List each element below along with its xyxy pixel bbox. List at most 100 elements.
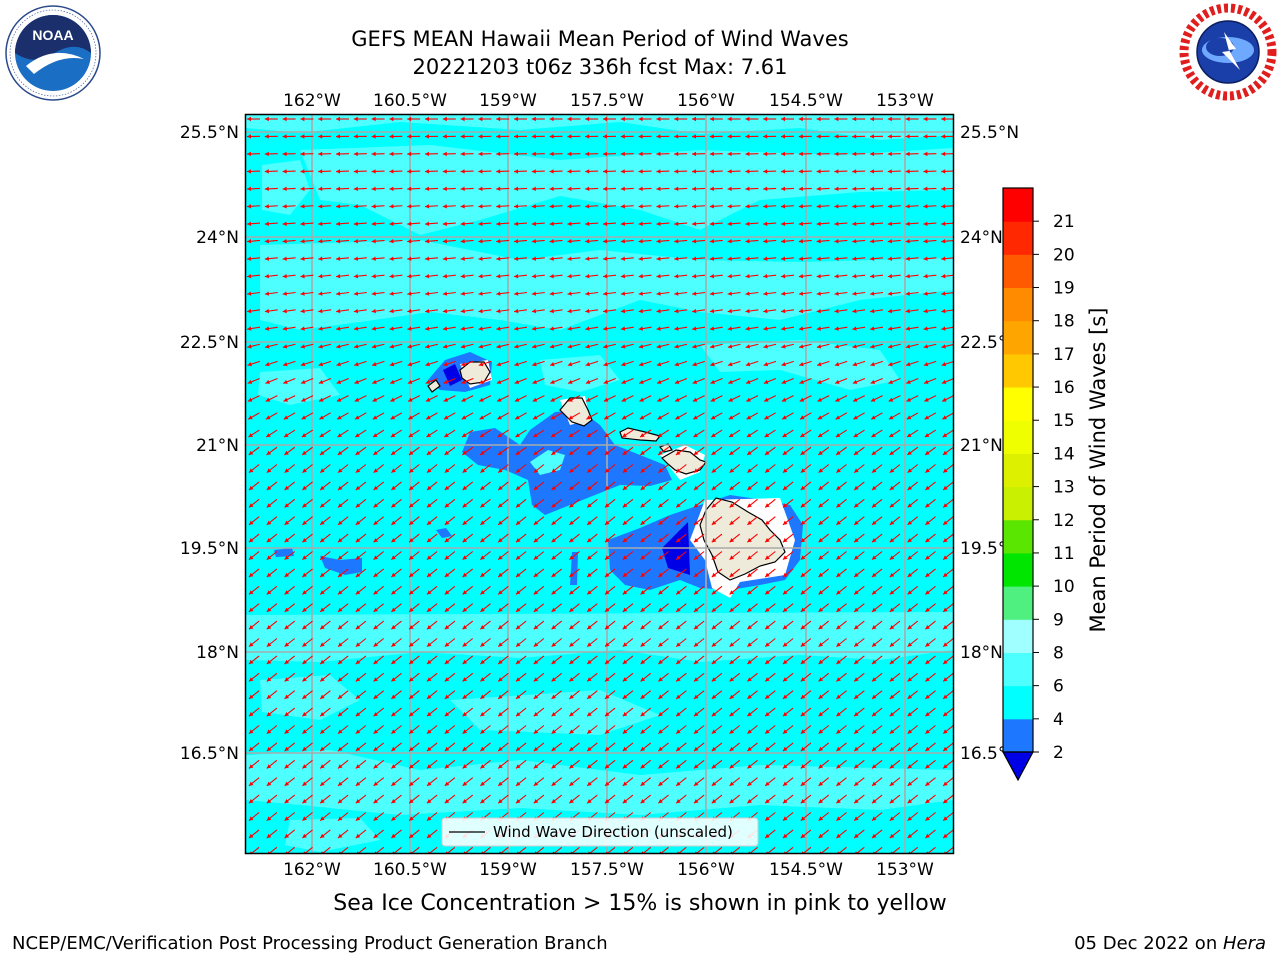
wave-direction-arrowhead xyxy=(389,134,394,139)
wave-direction-arrowhead xyxy=(889,642,895,647)
wave-direction-arrowhead xyxy=(620,169,625,174)
wave-direction-arrowhead xyxy=(478,273,483,279)
wave-direction-arrowhead xyxy=(818,468,824,473)
wave-direction-arrowhead xyxy=(765,659,770,665)
wave-direction-arrowhead xyxy=(373,503,379,508)
wave-direction-arrowhead xyxy=(248,415,253,420)
wave-direction-arrowhead xyxy=(426,572,432,578)
wave-direction-arrowhead xyxy=(514,344,519,349)
wave-direction-arrowhead xyxy=(800,538,806,543)
wave-direction-arrowhead xyxy=(551,659,557,665)
wave-direction-arrowhead xyxy=(604,485,610,491)
wave-direction-arrowhead xyxy=(747,607,752,612)
wave-direction-arrowhead xyxy=(639,415,645,420)
wave-direction-arrowhead xyxy=(889,712,895,717)
wave-direction-arrowhead xyxy=(907,642,913,647)
wave-direction-arrowhead xyxy=(266,694,272,699)
wave-direction-arrowhead xyxy=(800,694,806,699)
wave-direction-arrowhead xyxy=(373,659,379,665)
wave-direction-arrowhead xyxy=(603,169,608,174)
wave-direction-arrowhead xyxy=(872,851,876,853)
wave-direction-arrowhead xyxy=(943,642,948,647)
wave-direction-arrowhead xyxy=(336,151,341,157)
wave-direction-arrowhead xyxy=(355,816,361,821)
wave-direction-arrowhead xyxy=(745,186,750,192)
wave-direction-arrowhead xyxy=(248,729,254,734)
lat-label-left: 24°N xyxy=(196,228,239,248)
wave-direction-arrowhead xyxy=(320,572,325,578)
wave-direction-arrowhead xyxy=(425,151,430,157)
wave-direction-arrowhead xyxy=(729,712,735,717)
wave-direction-arrowhead xyxy=(498,659,503,665)
wave-direction-arrowhead xyxy=(284,642,290,647)
wave-direction-arrowhead xyxy=(442,221,447,226)
wave-direction-arrowhead xyxy=(426,642,432,647)
wave-direction-arrowhead xyxy=(925,816,930,821)
wave-direction-arrowhead xyxy=(943,659,948,665)
wave-direction-arrowhead xyxy=(889,799,895,804)
wave-direction-arrowhead xyxy=(549,308,554,314)
wave-direction-arrowhead xyxy=(887,186,892,192)
wave-direction-arrowhead xyxy=(656,239,661,244)
wave-direction-arrowhead xyxy=(373,572,379,578)
wave-direction-arrowhead xyxy=(300,291,305,296)
wave-direction-arrowhead xyxy=(480,659,485,665)
wave-direction-arrowhead xyxy=(336,239,341,244)
wave-direction-arrowhead xyxy=(321,851,324,853)
wave-direction-arrowhead xyxy=(532,415,538,420)
wave-direction-arrowhead xyxy=(656,362,662,367)
wave-direction-arrowhead xyxy=(800,677,806,682)
wave-direction-arrowhead xyxy=(425,326,430,331)
wave-direction-arrowhead xyxy=(782,816,788,821)
wave-direction-arrowhead xyxy=(284,503,290,508)
wave-direction-arrowhead xyxy=(302,468,307,473)
wave-direction-arrow xyxy=(589,846,598,853)
wave-direction-arrowhead xyxy=(905,291,910,296)
wave-direction-arrowhead xyxy=(460,186,465,192)
wave-direction-arrowhead xyxy=(551,433,556,438)
wave-direction-arrowhead xyxy=(320,833,325,839)
wave-direction-arrowhead xyxy=(889,625,895,630)
wave-direction-arrowhead xyxy=(923,116,928,122)
wave-direction-arrowhead xyxy=(816,273,821,279)
wave-direction-arrowhead xyxy=(426,415,431,420)
wave-direction-arrowhead xyxy=(800,833,806,839)
wave-direction-arrowhead xyxy=(426,799,432,804)
wave-direction-arrowhead xyxy=(302,625,307,630)
wave-direction-arrowhead xyxy=(747,799,752,804)
colorbar-bin xyxy=(1003,685,1033,720)
wave-direction-arrowhead xyxy=(462,781,468,786)
wave-direction-arrowhead xyxy=(585,273,590,279)
wave-direction-arrowhead xyxy=(729,694,735,699)
wave-direction-arrowhead xyxy=(570,851,573,853)
wave-direction-arrowhead xyxy=(516,851,520,853)
wave-direction-arrowhead xyxy=(320,764,325,769)
wave-direction-arrowhead xyxy=(887,308,893,314)
wave-direction-arrowhead xyxy=(551,781,557,786)
wave-direction-arrowhead xyxy=(782,746,788,752)
wave-direction-arrowhead xyxy=(763,379,769,384)
wave-direction-arrowhead xyxy=(622,625,628,630)
wave-direction-arrowhead xyxy=(781,344,786,349)
wave-direction-arrowhead xyxy=(925,538,930,543)
wave-direction-arrowhead xyxy=(854,555,859,560)
wave-direction-arrowhead xyxy=(603,186,608,192)
wave-direction-arrowhead xyxy=(676,520,681,525)
wave-direction-arrowhead xyxy=(728,415,734,420)
wave-direction-arrowhead xyxy=(748,851,751,853)
wave-direction-arrowhead xyxy=(798,291,804,296)
wave-direction-arrowhead xyxy=(282,134,287,139)
wave-direction-arrowhead xyxy=(569,520,574,525)
wave-direction-arrowhead xyxy=(905,326,911,331)
wave-direction-arrowhead xyxy=(656,308,661,314)
wave-direction-arrowhead xyxy=(497,433,503,438)
wave-direction-arrowhead xyxy=(425,204,430,209)
wave-direction-arrowhead xyxy=(782,590,788,595)
chart-subtitle: 20221203 t06z 336h fcst Max: 7.61 xyxy=(412,55,788,79)
wave-direction-arrowhead xyxy=(337,415,342,420)
wave-direction-arrowhead xyxy=(498,781,503,786)
wave-direction-arrowhead xyxy=(549,204,554,209)
wave-direction-arrowhead xyxy=(248,590,254,595)
colorbar-tick-label: 6 xyxy=(1053,677,1064,697)
wave-direction-arrowhead xyxy=(371,204,376,209)
